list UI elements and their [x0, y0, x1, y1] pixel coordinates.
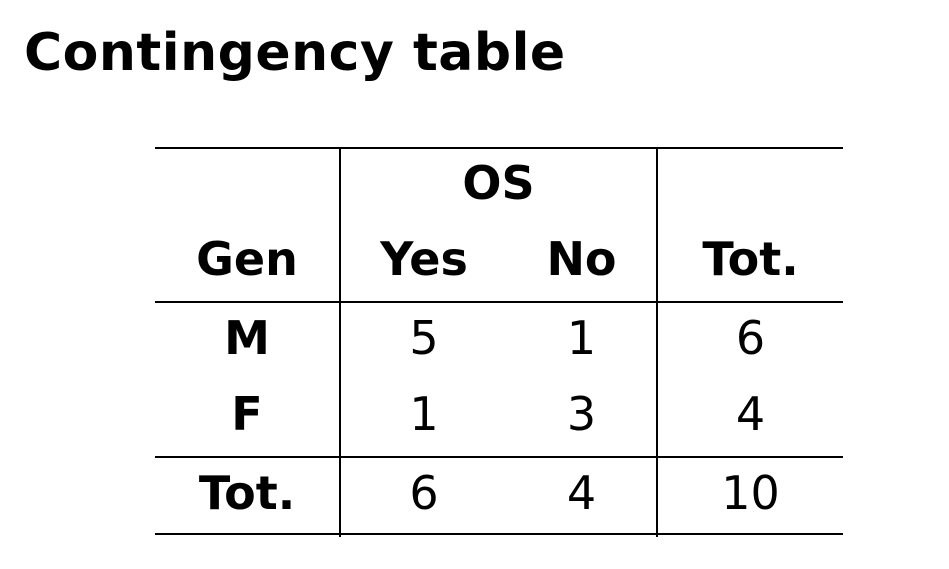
total-rule: [155, 456, 843, 458]
top-rule: [155, 147, 843, 149]
row-header-label: Gen: [196, 232, 298, 286]
total-column-divider: [656, 147, 658, 537]
cell-m-yes: 5: [409, 311, 439, 365]
cell-f-total: 4: [735, 387, 766, 441]
label-column-divider: [339, 147, 341, 537]
column-header-total: Tot.: [702, 232, 799, 286]
row-label-m: M: [224, 311, 270, 365]
total-row-label: Tot.: [198, 466, 296, 520]
column-header-no: No: [546, 232, 617, 286]
cell-m-total: 6: [735, 311, 766, 365]
cell-m-no: 1: [566, 311, 597, 365]
header-rule: [155, 301, 843, 303]
group-header-os: OS: [462, 156, 535, 210]
grand-total: 10: [721, 466, 780, 520]
total-no: 4: [566, 466, 597, 520]
total-yes: 6: [409, 466, 439, 520]
contingency-table: OS Gen Yes No Tot. M 5 1 6 F 1 3 4 Tot. …: [155, 147, 843, 537]
row-label-f: F: [231, 387, 263, 441]
cell-f-no: 3: [566, 387, 597, 441]
bottom-rule: [155, 533, 843, 535]
cell-f-yes: 1: [409, 387, 439, 441]
column-header-yes: Yes: [380, 232, 468, 286]
page-title: Contingency table: [24, 23, 566, 83]
